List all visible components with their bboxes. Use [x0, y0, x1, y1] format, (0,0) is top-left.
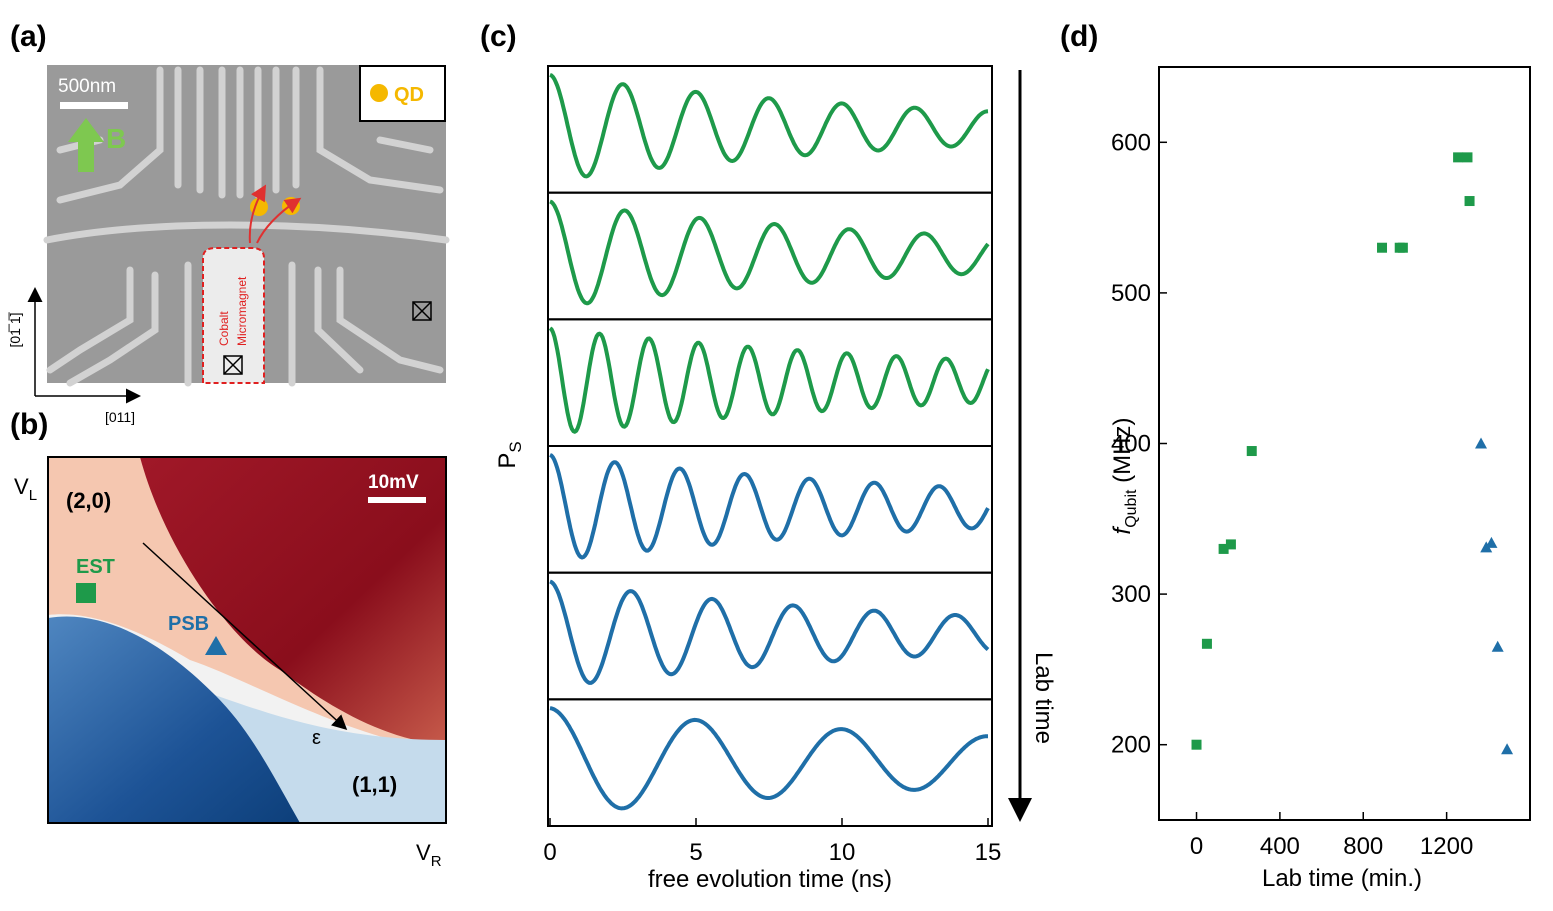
contact-icon-2: [412, 301, 432, 321]
panel-c-ylabel: PS: [494, 441, 525, 468]
scale-bar-b: [368, 497, 426, 503]
est-marker: [76, 583, 96, 603]
panel-c-subplot-3: [547, 318, 993, 448]
field-gradient-arrow-1: [248, 184, 267, 244]
psb-label: PSB: [168, 613, 209, 635]
panel-d-point-square-1: [1201, 638, 1212, 649]
vl-axis-label: VL: [14, 474, 37, 504]
magnet-label-micromagnet: Micromagnet: [235, 276, 249, 346]
panel-a: Cobalt Micromagnet 500nm B QD [01̅ 1̅] […: [7, 65, 450, 425]
scale-bar-a-label: 500nm: [58, 76, 116, 97]
panel-d-point-square-0: [1191, 739, 1202, 750]
crystal-axis-vertical-label: [01̅ 1̅]: [7, 311, 23, 347]
contact-icon-1: [223, 355, 243, 375]
panel-d-xtick-label-2: 800: [1343, 833, 1383, 860]
panel-d-ytick-label-3: 500: [1111, 280, 1151, 307]
panel-c-xlabel: free evolution time (ns): [648, 866, 892, 893]
panel-c-xtick-label-2: 10: [829, 839, 856, 866]
psb-marker: [205, 636, 227, 655]
cobalt-micromagnet: [202, 247, 265, 384]
panel-d-point-triangle-4: [1501, 743, 1514, 755]
lab-time-label: Lab time: [1030, 652, 1057, 744]
region-label-11: (1,1): [352, 772, 397, 797]
vr-axis-label: VR: [416, 840, 442, 870]
contact-icon-2-cross: [412, 301, 432, 321]
panel-c-subplot-4: [547, 445, 993, 574]
panel-c-xtick-label-3: 15: [975, 839, 1002, 866]
panel-d-ytick-label-0: 200: [1111, 732, 1151, 759]
panel-d-point-square-5: [1377, 242, 1388, 253]
panel-d-ytick-label-4: 600: [1111, 129, 1151, 156]
panel-c-series-2: [549, 199, 990, 306]
region-02-blue: [48, 616, 300, 823]
panel-d-point-square-3: [1225, 539, 1236, 550]
panel-d-point-square-8: [1453, 152, 1464, 163]
panel-d-ytick-label-1: 300: [1111, 581, 1151, 608]
panel-c-series-6: [549, 706, 989, 811]
panel-d-xtick-label-3: 1200: [1420, 833, 1473, 860]
panel-d-ylabel: fQubit (MHz): [1109, 418, 1140, 535]
magnet-label-cobalt: Cobalt: [217, 311, 231, 346]
qd-legend-dot: [370, 84, 388, 102]
panel-d-point-square-4: [1246, 446, 1257, 457]
panel-d-point-triangle-0: [1475, 437, 1488, 449]
panel-c-series-4: [549, 453, 990, 560]
scale-bar-a: [60, 102, 128, 109]
panel-c-chart: 0 5 10 15 PS free evolution time (ns) Lab t…: [494, 65, 1057, 893]
panel-d-point-square-7: [1397, 242, 1408, 253]
crystal-axis-horizontal-label: [011]: [105, 409, 135, 425]
panel-label-b: (b): [10, 408, 49, 441]
qd-legend-label: QD: [394, 84, 424, 106]
panel-c-series-1: [549, 73, 989, 179]
panel-d-point-triangle-2: [1485, 536, 1498, 548]
panel-c-subplot-2: [547, 191, 993, 321]
contact-icon-1-cross: [223, 355, 243, 375]
panel-c-xtick-label-1: 5: [689, 839, 702, 866]
panel-c-series-5: [549, 579, 990, 685]
panel-b: 10mV (2,0) (1,1) EST PSB ε VL VR: [14, 456, 447, 870]
panel-d-point-square-10: [1464, 196, 1475, 207]
panel-d-point-square-9: [1462, 152, 1473, 163]
region-20-red: [140, 457, 446, 745]
field-arrow-icon: [68, 118, 104, 172]
panel-label-d: (d): [1060, 20, 1099, 53]
lab-time-arrow-head: [1008, 798, 1032, 822]
field-label: B: [106, 123, 126, 154]
panel-label-a: (a): [10, 20, 47, 53]
region-label-20: (2,0): [66, 488, 111, 513]
panel-c-subplot-6: [547, 698, 993, 827]
panel-d-xtick-label-1: 400: [1260, 833, 1300, 860]
scale-bar-b-label: 10mV: [368, 472, 419, 493]
panel-d-point-triangle-3: [1491, 640, 1504, 652]
panel-c-xtick-label-0: 0: [543, 839, 556, 866]
gate-electrodes: [43, 66, 450, 387]
panel-d-ytick-label-2: 400: [1111, 431, 1151, 458]
field-gradient-arrow-2: [256, 197, 302, 244]
panel-c-series-3: [548, 326, 990, 434]
panel-c-subplot-1: [547, 65, 993, 194]
panel-d-point-square-2: [1218, 543, 1229, 554]
panel-d-xtick-label-0: 0: [1190, 833, 1203, 860]
detuning-axis: [142, 542, 348, 731]
panel-label-c: (c): [480, 20, 517, 53]
est-label: EST: [76, 556, 115, 578]
epsilon-label: ε: [312, 727, 321, 749]
panel-d-xlabel: Lab time (min.): [1262, 865, 1422, 892]
panel-c-subplot-5: [547, 571, 993, 701]
panel-d-frame: [1158, 66, 1531, 821]
